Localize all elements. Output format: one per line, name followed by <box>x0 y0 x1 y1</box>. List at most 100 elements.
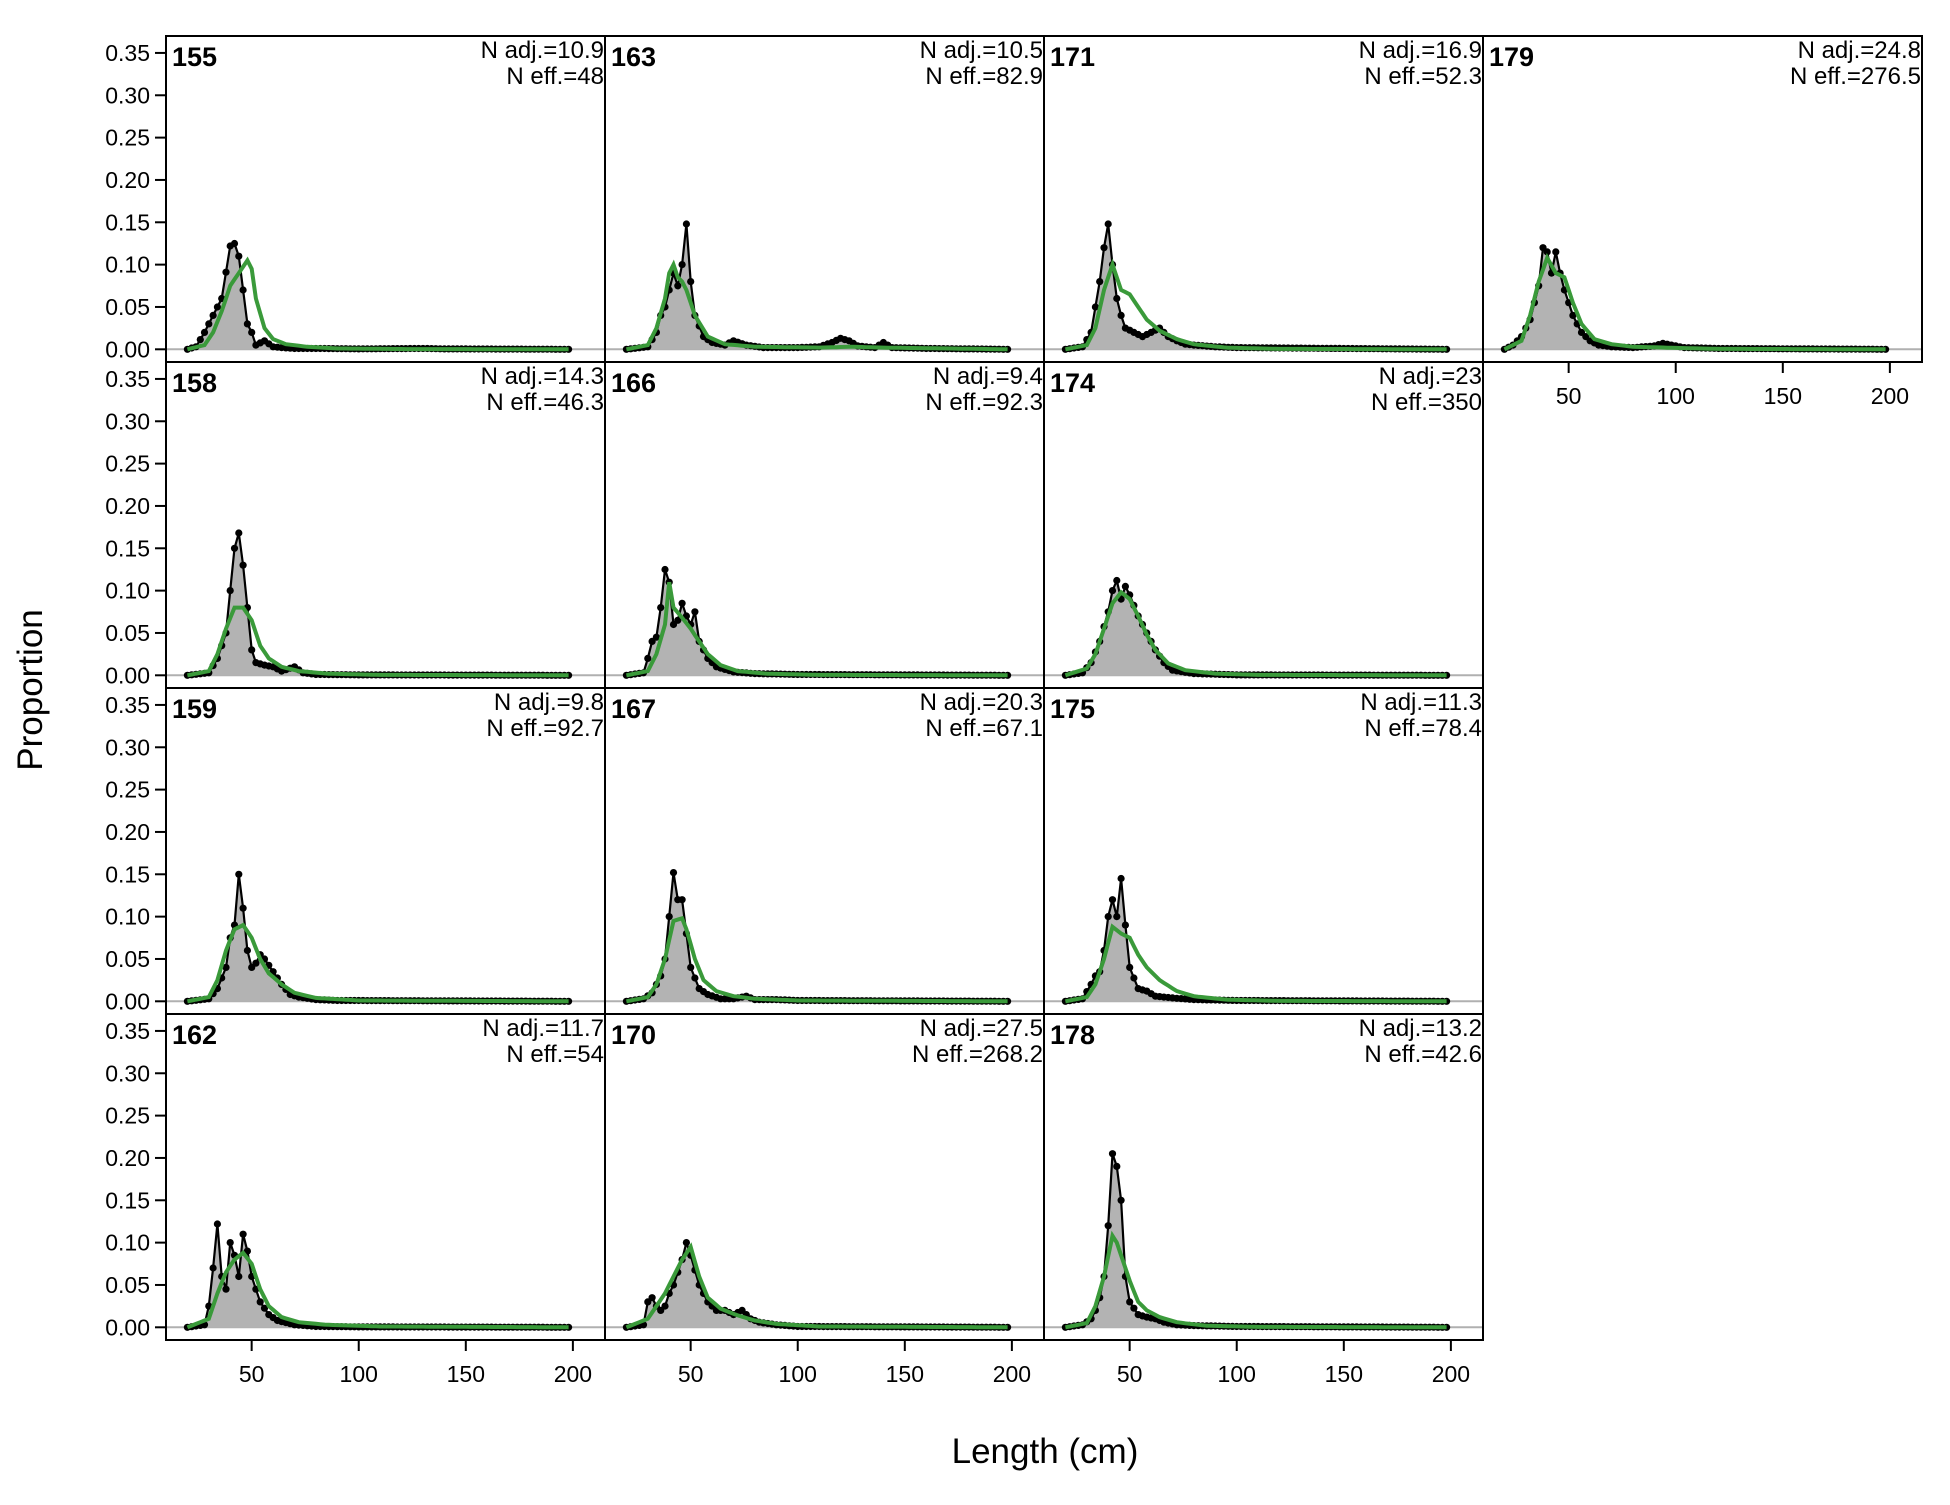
y-tick-label: 0.00 <box>105 1314 150 1340</box>
expected-line <box>1503 252 1886 352</box>
expected-line <box>1065 1230 1447 1330</box>
observed-point <box>1130 1304 1138 1312</box>
observed-point <box>226 1239 234 1247</box>
observed-area <box>626 1242 1008 1328</box>
y-tick-label: 0.05 <box>105 294 150 320</box>
observed-point <box>661 1302 669 1310</box>
x-tick-label: 100 <box>779 1361 817 1387</box>
n-adj-label: N adj.=13.2 <box>1359 1015 1482 1042</box>
observed-point <box>209 1264 217 1272</box>
x-tick-label: 200 <box>1871 383 1909 409</box>
y-tick-label: 0.15 <box>105 1187 150 1213</box>
panel-id-label: 170 <box>611 1020 656 1050</box>
n-eff-label: N eff.=276.5 <box>1790 63 1921 90</box>
observed-point <box>243 946 251 955</box>
panel-163: 163 N adj.=10.5N eff.=82.9 <box>604 35 1045 363</box>
expected-line <box>626 915 1008 1004</box>
expected-line <box>626 259 1008 352</box>
observed-point <box>235 1272 243 1281</box>
observed-point <box>657 604 665 612</box>
n-eff-label: N eff.=67.1 <box>925 715 1043 742</box>
observed-point <box>1104 913 1112 921</box>
observed-area <box>187 243 569 350</box>
observed-point <box>226 587 234 595</box>
observed-point <box>205 320 213 328</box>
observed-point <box>239 286 247 294</box>
observed-point <box>644 654 652 663</box>
panel-167: 167 N adj.=20.3N eff.=67.1 <box>604 687 1045 1015</box>
observed-point <box>687 278 695 286</box>
n-adj-label: N adj.=23 <box>1379 363 1482 390</box>
observed-point <box>687 963 695 972</box>
observed-area <box>1065 1153 1447 1328</box>
observed-point <box>230 544 239 552</box>
expected-line <box>187 605 569 678</box>
y-tick-label: 0.10 <box>105 904 150 930</box>
n-eff-label: N eff.=46.3 <box>486 389 604 416</box>
observed-point <box>248 328 256 336</box>
observed-area <box>1065 224 1447 350</box>
observed-point <box>1113 294 1121 303</box>
observed-point <box>1091 303 1099 311</box>
observed-point <box>1104 220 1112 228</box>
y-tick-label: 0.35 <box>105 1018 150 1044</box>
observed-point <box>1108 1150 1117 1158</box>
observed-point <box>1117 311 1125 319</box>
panel-id-label: 166 <box>611 368 656 398</box>
y-tick-label: 0.15 <box>105 535 150 561</box>
panel-id-label: 167 <box>611 694 656 724</box>
y-tick-label: 0.30 <box>105 408 150 434</box>
observed-point <box>1104 1222 1112 1230</box>
observed-point <box>1100 244 1108 252</box>
n-adj-label: N adj.=14.3 <box>481 363 604 390</box>
observed-point <box>682 220 691 228</box>
expected-line <box>186 1249 569 1330</box>
y-tick-label: 0.25 <box>105 1103 150 1129</box>
y-tick-label: 0.20 <box>105 493 150 519</box>
y-tick-label: 0.25 <box>105 451 150 477</box>
y-tick-label: 0.30 <box>105 82 150 108</box>
panel-175: 175 N adj.=11.3N eff.=78.4 <box>1043 687 1484 1015</box>
y-tick-label: 0.25 <box>105 777 150 803</box>
n-adj-label: N adj.=9.4 <box>933 363 1043 390</box>
panel-170: 170 N adj.=27.5N eff.=268.2 50 100 150 200 <box>604 1013 1045 1387</box>
observed-point <box>661 565 669 574</box>
n-eff-label: N eff.=48 <box>506 63 604 90</box>
x-tick-label: 50 <box>1556 383 1582 409</box>
y-tick-label: 0.20 <box>105 167 150 193</box>
y-tick-label: 0.10 <box>105 578 150 604</box>
y-tick-label: 0.00 <box>105 662 150 688</box>
y-tick-label: 0.25 <box>105 125 150 151</box>
observed-point <box>222 963 230 972</box>
observed-point <box>1108 587 1117 595</box>
n-adj-label: N adj.=10.9 <box>481 37 604 64</box>
observed-point <box>260 1304 269 1312</box>
observed-point <box>235 529 243 537</box>
y-tick-label: 0.05 <box>105 620 150 646</box>
observed-point <box>674 282 682 290</box>
n-eff-label: N eff.=82.9 <box>925 63 1043 90</box>
observed-point <box>213 1220 221 1228</box>
observed-point <box>665 913 673 921</box>
panel-id-label: 158 <box>172 368 217 398</box>
observed-area <box>1065 878 1447 1002</box>
observed-point <box>222 268 230 276</box>
n-adj-label: N adj.=11.7 <box>482 1015 604 1042</box>
expected-line <box>1065 258 1447 352</box>
x-tick-label: 200 <box>1432 1361 1470 1387</box>
observed-point <box>1113 576 1121 585</box>
n-eff-label: N eff.=92.3 <box>925 389 1043 416</box>
n-adj-label: N adj.=24.8 <box>1798 37 1921 64</box>
observed-point <box>691 974 699 982</box>
expected-line <box>187 922 569 1004</box>
panel-159: 159 N adj.=9.8N eff.=92.7 0.00 0.05 0.10 0.15… <box>105 687 606 1015</box>
observed-point <box>256 1298 264 1306</box>
x-tick-label: 50 <box>678 1361 704 1387</box>
observed-point <box>1117 874 1125 883</box>
observed-point <box>1121 582 1129 591</box>
panel-162: 162 N adj.=11.7N eff.=54 0.00 0.05 0.10 0.15 0… <box>105 1013 606 1387</box>
observed-area <box>187 533 569 676</box>
x-tick-label: 100 <box>340 1361 378 1387</box>
n-adj-label: N adj.=20.3 <box>920 689 1043 716</box>
